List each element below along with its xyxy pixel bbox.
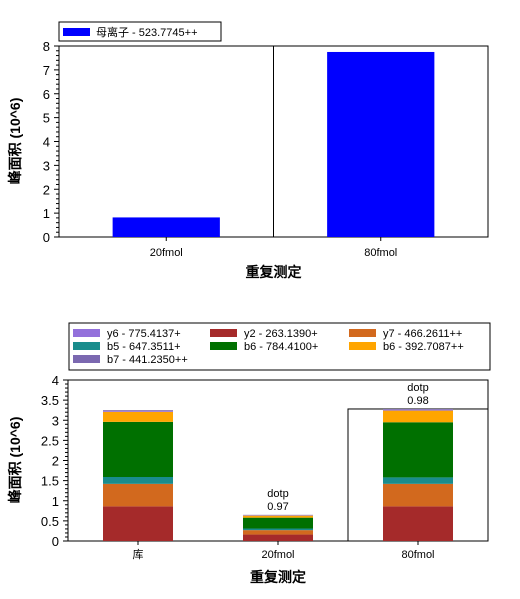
- chart-2-category-label: 库: [133, 548, 144, 561]
- chart-2-bar-b6-2[interactable]: [383, 422, 453, 478]
- chart-2-y-tick-label: 2: [52, 454, 59, 469]
- chart-1-legend-label: 母离子 - 523.7745++: [96, 25, 198, 39]
- chart-2-legend-swatch: [73, 329, 100, 337]
- chart-2-bar-b6-0[interactable]: [103, 411, 173, 422]
- chart-2-legend-label: b7 - 441.2350++: [107, 354, 188, 366]
- chart-2-legend-swatch: [73, 355, 100, 363]
- chart-2-x-axis-title: 重复测定: [250, 569, 306, 585]
- chart-2-bar-y7-2[interactable]: [383, 483, 453, 507]
- chart-1-legend: [58, 21, 222, 42]
- chart-2-bar-b5-0[interactable]: [103, 477, 173, 484]
- chart-2-bar-b6-2[interactable]: [383, 410, 453, 423]
- chart-2-annotation-label: dotp: [267, 488, 288, 500]
- chart-1-y-tick-label: 7: [43, 63, 50, 78]
- chart-2-legend-swatch: [210, 342, 237, 350]
- chart-2-bar-y7-0[interactable]: [103, 483, 173, 507]
- chart-2-bar-b7-0[interactable]: [103, 410, 173, 411]
- chart-1-y-tick-label: 8: [43, 39, 50, 54]
- chart-1-y-tick-label: 0: [43, 230, 50, 245]
- chart-1-y-tick-label: 3: [43, 158, 50, 173]
- chart-2-bar-y2-2[interactable]: [383, 506, 453, 541]
- chart-2-bar-y6-0[interactable]: [103, 410, 173, 412]
- chart-1-y-tick-label: 2: [43, 182, 50, 197]
- chart-2-category-label: 20fmol: [261, 549, 294, 561]
- chart-2-bar-b7-2[interactable]: [383, 408, 453, 410]
- chart-2-annotation-value: 0.98: [407, 395, 428, 407]
- chart-1-category-label: 20fmol: [150, 247, 183, 259]
- chart-1-category-label: 80fmol: [364, 247, 397, 259]
- chart-2-bar-b6-0[interactable]: [103, 421, 173, 478]
- chart-2-category-label: 80fmol: [401, 549, 434, 561]
- chart-2-bar-b5-2[interactable]: [383, 477, 453, 484]
- chart-2-legend-label: y6 - 775.4137+: [107, 328, 181, 340]
- chart-2-y-tick-label: 2.5: [41, 433, 59, 448]
- chart-2-legend-label: y7 - 466.2611++: [383, 328, 462, 340]
- chart-1-y-tick-label: 1: [43, 206, 50, 221]
- chart-2-legend-label: b6 - 392.7087++: [383, 341, 464, 353]
- chart-2-y-tick-label: 4: [52, 373, 59, 388]
- chart-2-annotation-value: 0.97: [267, 501, 288, 513]
- chart-1-y-tick-label: 6: [43, 87, 50, 102]
- chart-2-legend: [68, 322, 491, 371]
- chart-2-legend-label: y2 - 263.1390+: [244, 328, 318, 340]
- chart-2-legend-label: b6 - 784.4100+: [244, 341, 318, 353]
- chart-2-y-tick-label: 1.5: [41, 474, 59, 489]
- chart-2-legend-swatch: [210, 329, 237, 337]
- chart-1-y-axis-title: 峰面积 (10^6): [7, 98, 23, 185]
- chart-2-y-tick-label: 0.5: [41, 514, 59, 529]
- chart-1-bar-母离子-0[interactable]: [112, 217, 220, 237]
- chart-2-bar-y6-2[interactable]: [383, 409, 453, 411]
- chart-2-bar-y7-1[interactable]: [243, 530, 313, 535]
- chart-2-bar-b6-1[interactable]: [243, 515, 313, 518]
- chart-2-y-tick-label: 3: [52, 413, 59, 428]
- chart-1-x-axis-title: 重复测定: [246, 264, 302, 280]
- chart-2-legend-swatch: [349, 342, 376, 350]
- chart-2-y-axis-title: 峰面积 (10^6): [7, 417, 23, 504]
- chart-2-bar-b5-1[interactable]: [243, 528, 313, 531]
- chart-1-legend-swatch: [63, 28, 90, 36]
- chart-2-bar-y2-1[interactable]: [243, 534, 313, 541]
- chart-2-y-tick-label: 0: [52, 534, 59, 549]
- chart-2-legend-swatch: [349, 329, 376, 337]
- chart-2-bar-b6-1[interactable]: [243, 517, 313, 529]
- chart-2-legend-label: b5 - 647.3511+: [107, 341, 181, 353]
- chart-1-y-tick-label: 4: [43, 135, 50, 150]
- chart-1-y-tick-label: 5: [43, 111, 50, 126]
- chart-1-bar-母离子-1[interactable]: [327, 51, 435, 237]
- chart-2-annotation-label: dotp: [407, 382, 428, 394]
- chart-2-legend-swatch: [73, 342, 100, 350]
- chart-2-y-tick-label: 3.5: [41, 393, 59, 408]
- chart-2-y-tick-label: 1: [52, 494, 59, 509]
- chart-2-bar-y2-0[interactable]: [103, 506, 173, 541]
